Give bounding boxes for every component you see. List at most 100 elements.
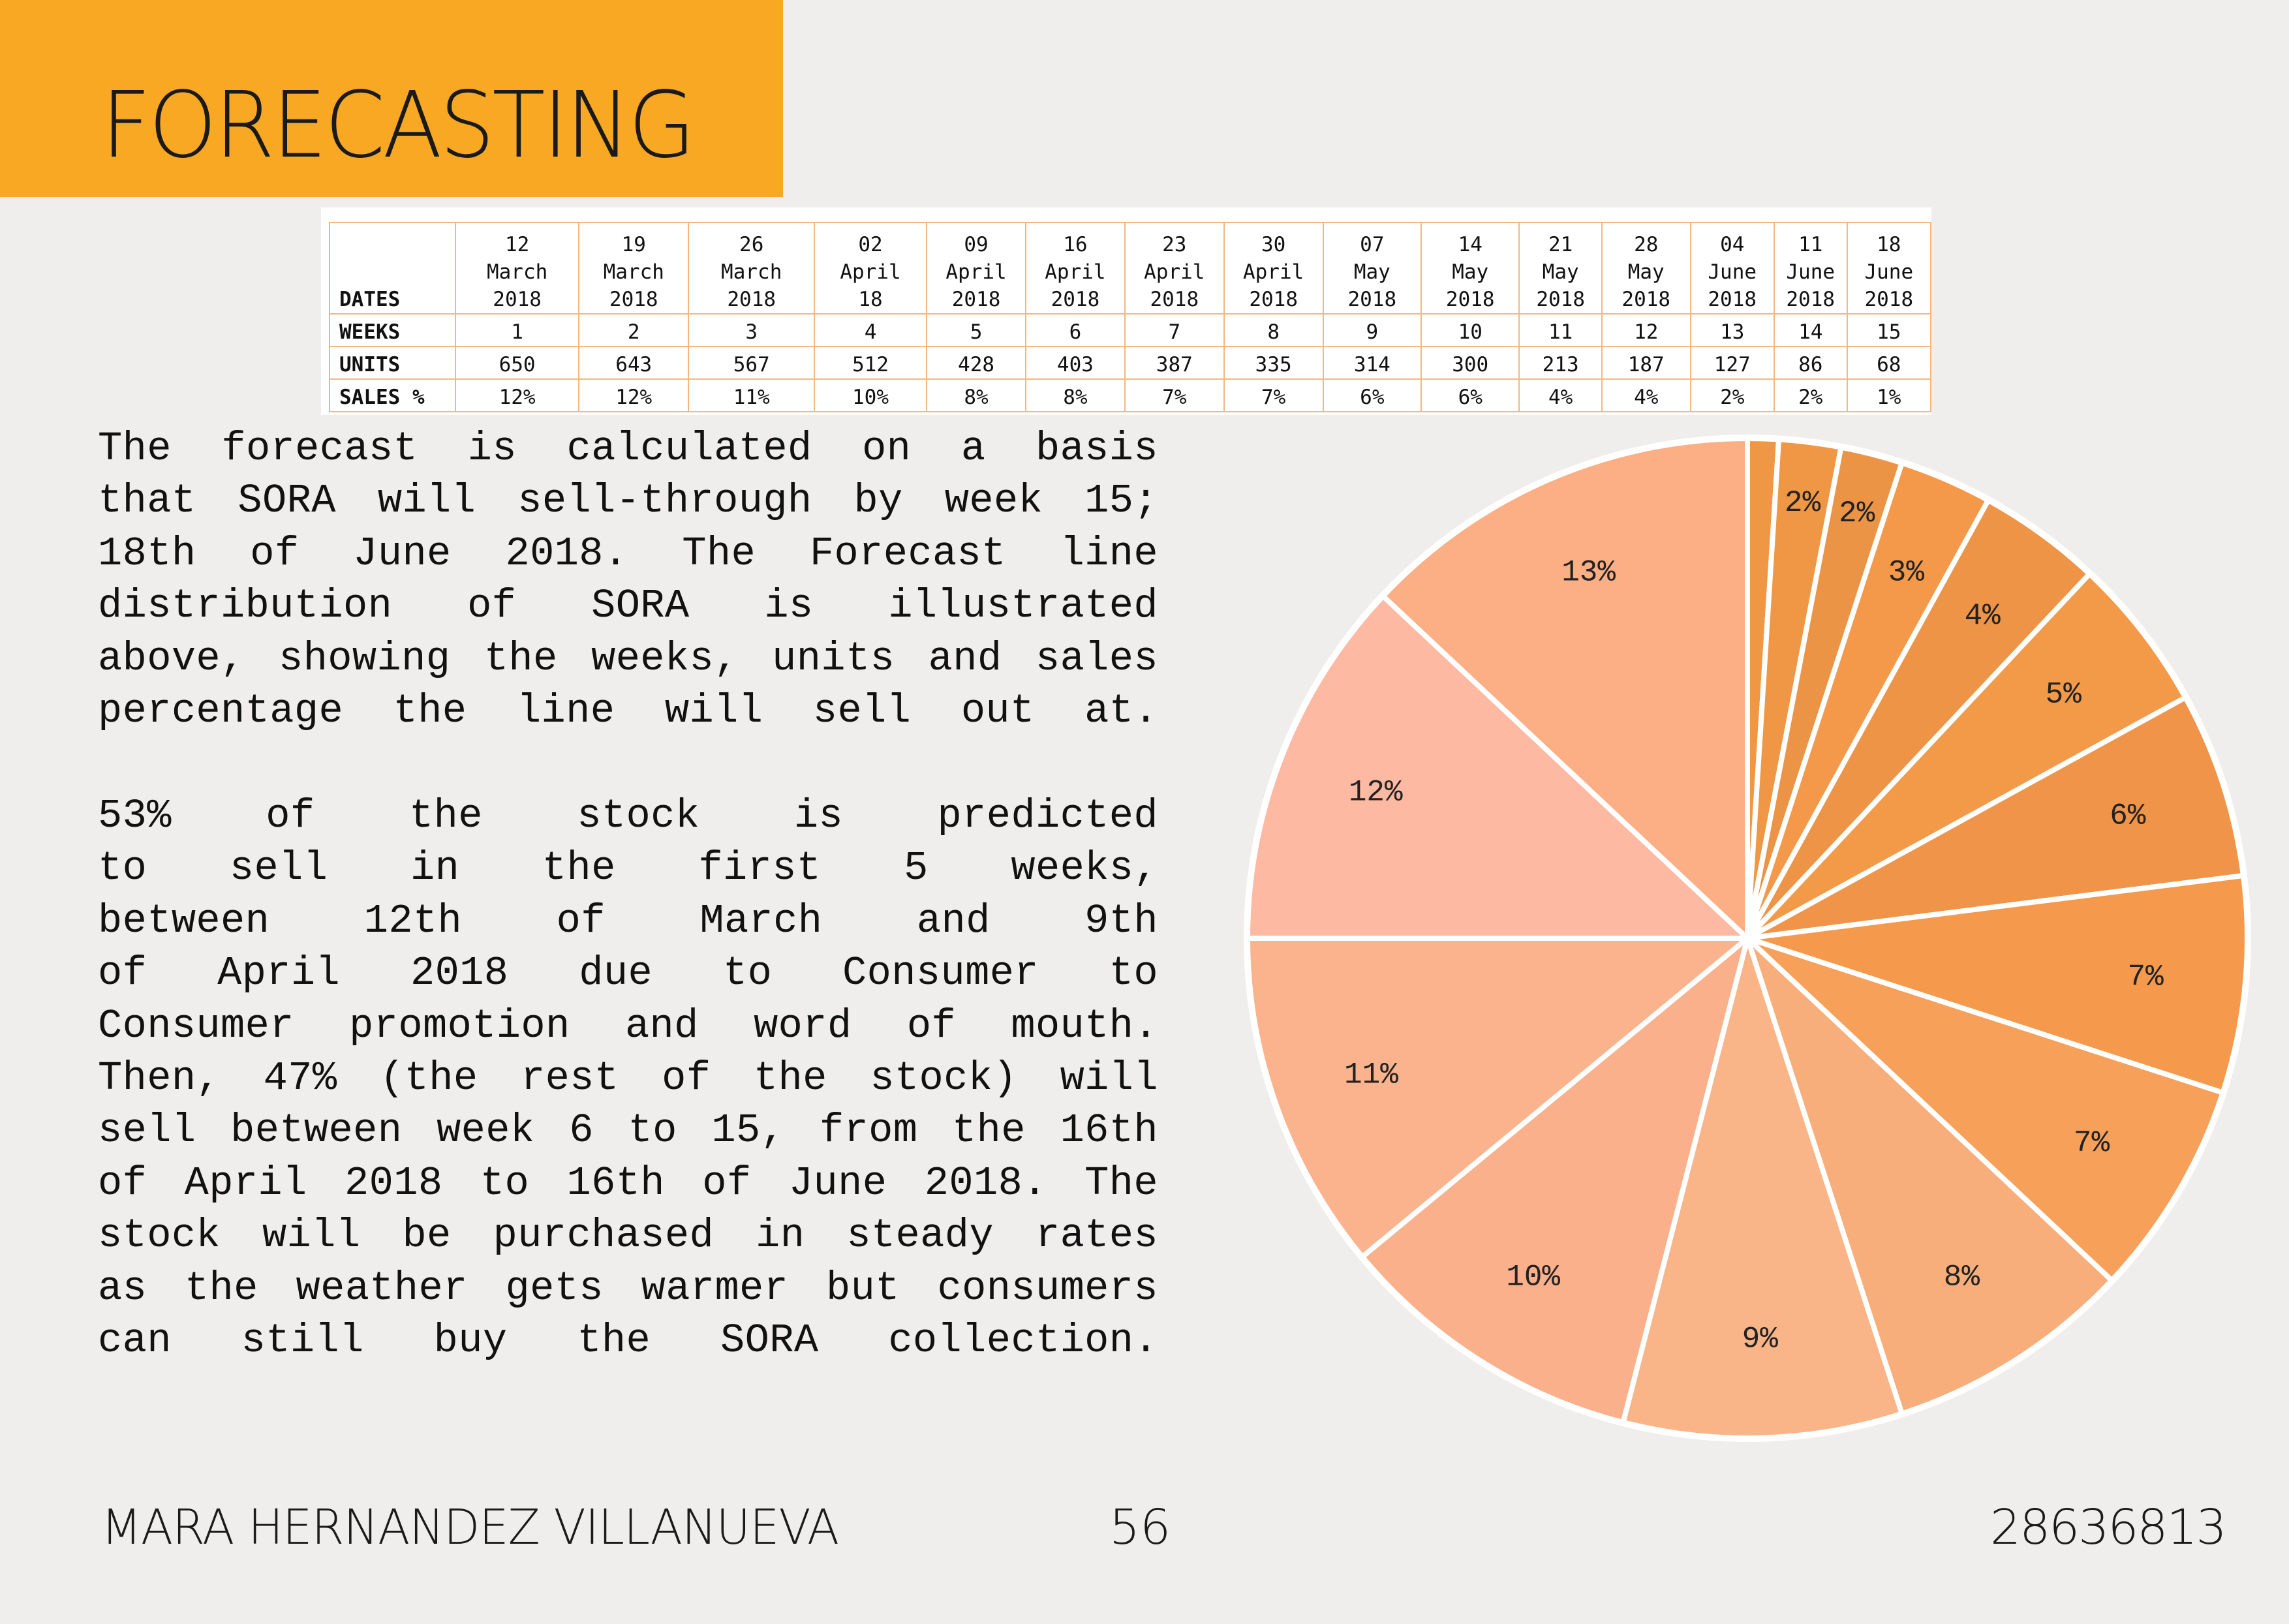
date-cell: 02 April 18: [813, 222, 928, 314]
paragraph-line: Then, 47% (the rest of the stock) will: [98, 1054, 1158, 1101]
sales-cell: 7%: [1223, 378, 1324, 412]
date-cell-line: May: [1627, 260, 1665, 284]
units-cell: 428: [926, 346, 1026, 380]
paragraph-line: Consumer promotion and word of mouth.: [98, 1002, 1158, 1049]
date-cell: 04 June 2018: [1689, 222, 1775, 314]
units-cell: 314: [1322, 346, 1422, 380]
date-cell: 28 May 2018: [1601, 222, 1691, 314]
date-cell-line: April: [840, 260, 901, 284]
sales-cell: 2%: [1689, 378, 1775, 412]
date-cell-line: 2018: [951, 288, 1001, 311]
date-cell-line: 28: [1634, 233, 1659, 256]
paragraph-line: of April 2018 to 16th of June 2018. The: [98, 1159, 1158, 1206]
sales-cell: 4%: [1601, 378, 1691, 412]
sales-row: SALES % 12% 12% 11% 10% 8% 8% 7% 7% 6% 6% 4% 4% 2% 2%…: [328, 378, 1932, 412]
row-header-weeks: WEEKS: [328, 313, 457, 347]
units-cell: 213: [1518, 346, 1603, 380]
sales-cell: 1%: [1846, 378, 1932, 412]
pie-slice-label: 4%: [1965, 599, 2001, 633]
date-cell-line: 18: [1877, 233, 1901, 256]
date-cell-line: June: [1864, 260, 1914, 284]
units-cell: 127: [1689, 346, 1775, 380]
author-name: MARA HERNANDEZ VILLANUEVA: [101, 1499, 839, 1555]
date-cell-line: May: [1452, 260, 1489, 284]
pie-slice-label: 5%: [2046, 677, 2082, 711]
paragraph-line: distribution of SORA is illustrated: [98, 583, 1158, 630]
date-cell-line: 2018: [1786, 288, 1836, 311]
forecast-table-panel: DATES 12 March 2018 19 March 2018 26 March 2018 0…: [321, 207, 1932, 415]
date-cell-line: 2018: [1249, 288, 1298, 311]
units-row: UNITS 650 643 567 512 428 403 387 335 314 300 213 1…: [328, 346, 1932, 380]
forecast-table: DATES 12 March 2018 19 March 2018 26 March 2018 0…: [328, 222, 1932, 412]
date-cell: 12 March 2018: [455, 222, 579, 314]
units-cell: 643: [577, 346, 690, 380]
sales-cell: 10%: [813, 378, 928, 412]
sales-cell: 4%: [1518, 378, 1603, 412]
pie-slice: [1745, 694, 2246, 941]
date-cell-line: 2018: [1708, 288, 1757, 311]
paragraph-line: to sell in the first 5 weeks,: [98, 845, 1158, 892]
pie-slice: [1745, 872, 2250, 1095]
title-banner: FORECASTING: [0, 0, 783, 197]
dates-row: DATES 12 March 2018 19 March 2018 26 March 2018 0…: [328, 222, 1932, 314]
date-cell: 16 April 2018: [1024, 222, 1126, 314]
date-cell-line: April: [1243, 260, 1304, 284]
page-number: 56: [1109, 1499, 1171, 1555]
date-cell-line: May: [1542, 260, 1579, 284]
paragraph-line: of April 2018 due to Consumer to: [98, 950, 1158, 997]
date-cell-line: 2018: [1445, 288, 1495, 311]
paragraph-line: The forecast is calculated on a basis: [98, 425, 1158, 472]
sales-cell: 7%: [1124, 378, 1225, 412]
date-cell: 21 May 2018: [1518, 222, 1603, 314]
date-cell-line: 18: [858, 288, 883, 311]
date-cell-line: 2018: [1621, 288, 1671, 311]
sales-cell: 8%: [1024, 378, 1126, 412]
date-cell-line: 11: [1798, 233, 1823, 256]
paragraph-line: 18th of June 2018. The Forecast line: [98, 530, 1158, 577]
sales-cell: 8%: [926, 378, 1026, 412]
pie-slice-label: 2%: [1839, 497, 1875, 530]
paragraph-line: stock will be purchased in steady rates: [98, 1212, 1158, 1259]
date-cell-line: 2018: [1150, 288, 1199, 311]
date-cell: 18 June 2018: [1846, 222, 1932, 314]
week-cell: 14: [1773, 313, 1848, 347]
forecast-detail-paragraph: 53% of the stock is predicted to sell in …: [98, 790, 1158, 1367]
week-cell: 8: [1223, 313, 1324, 347]
week-cell: 6: [1024, 313, 1126, 347]
date-cell-line: 12: [504, 233, 530, 256]
week-cell: 9: [1322, 313, 1422, 347]
paragraph-line: that SORA will sell-through by week 15;: [98, 478, 1158, 525]
date-cell-line: May: [1353, 260, 1390, 284]
date-cell: 09 April 2018: [926, 222, 1026, 314]
row-header-units: UNITS: [328, 346, 457, 380]
units-cell: 403: [1024, 346, 1126, 380]
date-cell-line: 16: [1063, 233, 1088, 256]
date-cell-line: 2018: [1864, 288, 1914, 311]
units-cell: 567: [688, 346, 815, 380]
date-cell-line: 23: [1162, 233, 1187, 256]
page-title: FORECASTING: [101, 72, 696, 179]
date-cell-line: 21: [1548, 233, 1573, 256]
units-cell: 335: [1223, 346, 1324, 380]
student-id: 28636813: [1990, 1499, 2227, 1555]
week-cell: 2: [577, 313, 690, 347]
sales-cell: 2%: [1773, 378, 1848, 412]
week-cell: 1: [455, 313, 579, 347]
pie-slice-label: 7%: [2127, 960, 2164, 994]
date-cell-line: 04: [1720, 233, 1745, 256]
week-cell: 13: [1689, 313, 1775, 347]
pie-slice-label: 13%: [1561, 556, 1616, 590]
date-cell: 11 June 2018: [1773, 222, 1848, 314]
pie-slice-label: 2%: [1785, 486, 1821, 520]
pie-slice: [1245, 593, 1750, 941]
pie-slice-label: 6%: [2110, 799, 2146, 833]
forecast-intro-paragraph: The forecast is calculated on a basis tha…: [98, 423, 1158, 737]
date-cell-line: 2018: [1536, 288, 1585, 311]
row-header-sales: SALES %: [328, 378, 457, 412]
date-cell-line: 02: [858, 233, 883, 256]
week-cell: 5: [926, 313, 1026, 347]
sales-cell: 12%: [455, 378, 579, 412]
pie-slice-label: 7%: [2074, 1126, 2110, 1160]
units-cell: 68: [1846, 346, 1932, 380]
units-cell: 187: [1601, 346, 1691, 380]
